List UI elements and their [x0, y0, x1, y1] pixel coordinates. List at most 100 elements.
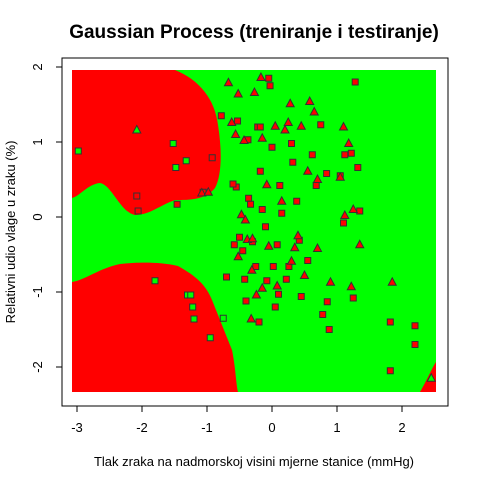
triangle-point	[283, 116, 294, 126]
square-point	[134, 207, 142, 215]
square-point	[239, 247, 247, 255]
square-point	[223, 273, 230, 281]
square-point	[319, 311, 327, 318]
square-point	[133, 192, 141, 200]
data-points	[74, 71, 437, 382]
y-axis: -2 -1 0 1 2	[30, 63, 63, 373]
y-tick-label: 1	[30, 138, 45, 145]
square-point	[182, 157, 190, 165]
square-point	[242, 297, 250, 305]
square-point	[247, 200, 255, 208]
triangle-point	[131, 124, 142, 134]
triangle-point	[230, 128, 241, 138]
x-tick-label: 0	[268, 420, 275, 435]
x-axis-label: Tlak zraka na nadmorskoj visini mjerne s…	[94, 454, 414, 469]
square-point	[255, 318, 263, 326]
x-tick-label: -1	[201, 420, 213, 435]
square-point	[206, 334, 214, 342]
square-point	[347, 149, 355, 157]
triangle-point	[312, 242, 323, 252]
region-red-top-left	[72, 70, 221, 215]
square-point	[219, 314, 227, 322]
triangle-point	[304, 95, 315, 105]
decision-regions	[72, 70, 436, 392]
triangle-point	[280, 124, 290, 134]
square-point	[282, 275, 290, 283]
x-tick-label: 1	[333, 420, 340, 435]
triangle-point	[233, 88, 244, 98]
triangle-point	[276, 195, 287, 205]
square-point	[268, 143, 276, 151]
triangle-point	[339, 209, 350, 219]
triangle-point	[312, 173, 323, 183]
square-point	[172, 164, 180, 171]
chart-title: Gaussian Process (treniranje i testiranj…	[69, 22, 439, 43]
triangle-point	[203, 186, 214, 196]
triangle-point	[286, 255, 297, 265]
square-point	[151, 277, 159, 285]
square-point	[297, 293, 305, 300]
triangle-point	[285, 98, 296, 108]
square-point	[256, 123, 264, 131]
square-point	[275, 290, 282, 298]
square-point	[234, 117, 242, 125]
triangle-point	[296, 120, 307, 130]
triangle-point	[270, 120, 281, 130]
square-point	[411, 341, 419, 348]
triangle-point	[251, 289, 262, 299]
square-point	[278, 209, 286, 217]
square-point	[217, 112, 225, 120]
triangle-point	[196, 187, 207, 197]
triangle-point	[226, 116, 237, 126]
triangle-point	[272, 280, 283, 290]
y-tick-label: 0	[30, 213, 45, 220]
square-point	[354, 164, 362, 171]
square-point	[308, 151, 316, 159]
square-point	[323, 170, 331, 177]
triangle-point	[261, 179, 272, 189]
square-point	[236, 233, 243, 241]
square-point	[229, 180, 237, 188]
square-point	[190, 315, 198, 323]
triangle-point	[257, 282, 268, 292]
square-point	[189, 303, 197, 311]
square-point	[74, 147, 82, 155]
square-point	[245, 194, 253, 202]
square-point	[349, 294, 357, 302]
square-point	[262, 223, 269, 231]
square-point	[356, 207, 364, 215]
square-point	[276, 182, 284, 189]
y-tick-label: 2	[30, 63, 45, 70]
y-tick-label: -1	[30, 286, 45, 298]
triangle-point	[247, 264, 257, 274]
square-point	[187, 291, 195, 299]
triangle-point	[247, 233, 258, 243]
square-point	[386, 367, 394, 375]
square-point	[304, 257, 312, 264]
square-point	[269, 263, 277, 270]
square-point	[173, 200, 181, 208]
y-axis-label: Relativni udio vlage u zraku (%)	[3, 141, 18, 324]
square-point	[256, 167, 264, 175]
triangle-point	[354, 239, 365, 249]
triangle-point	[249, 86, 260, 96]
x-tick-label: -3	[71, 420, 83, 435]
triangle-point	[240, 214, 251, 224]
square-point	[263, 277, 271, 285]
square-point	[230, 241, 238, 249]
region-red-bottom-left	[72, 262, 238, 392]
triangle-point	[223, 77, 234, 87]
triangle-point	[257, 132, 268, 142]
triangle-point	[309, 106, 320, 116]
square-point	[266, 82, 274, 90]
square-point	[289, 158, 297, 166]
square-point	[265, 74, 273, 82]
x-tick-label: -2	[136, 420, 148, 435]
square-point	[325, 326, 333, 333]
square-point	[323, 298, 331, 306]
square-point	[312, 182, 320, 189]
square-point	[271, 303, 279, 311]
square-point	[341, 151, 349, 159]
square-point	[293, 197, 301, 205]
